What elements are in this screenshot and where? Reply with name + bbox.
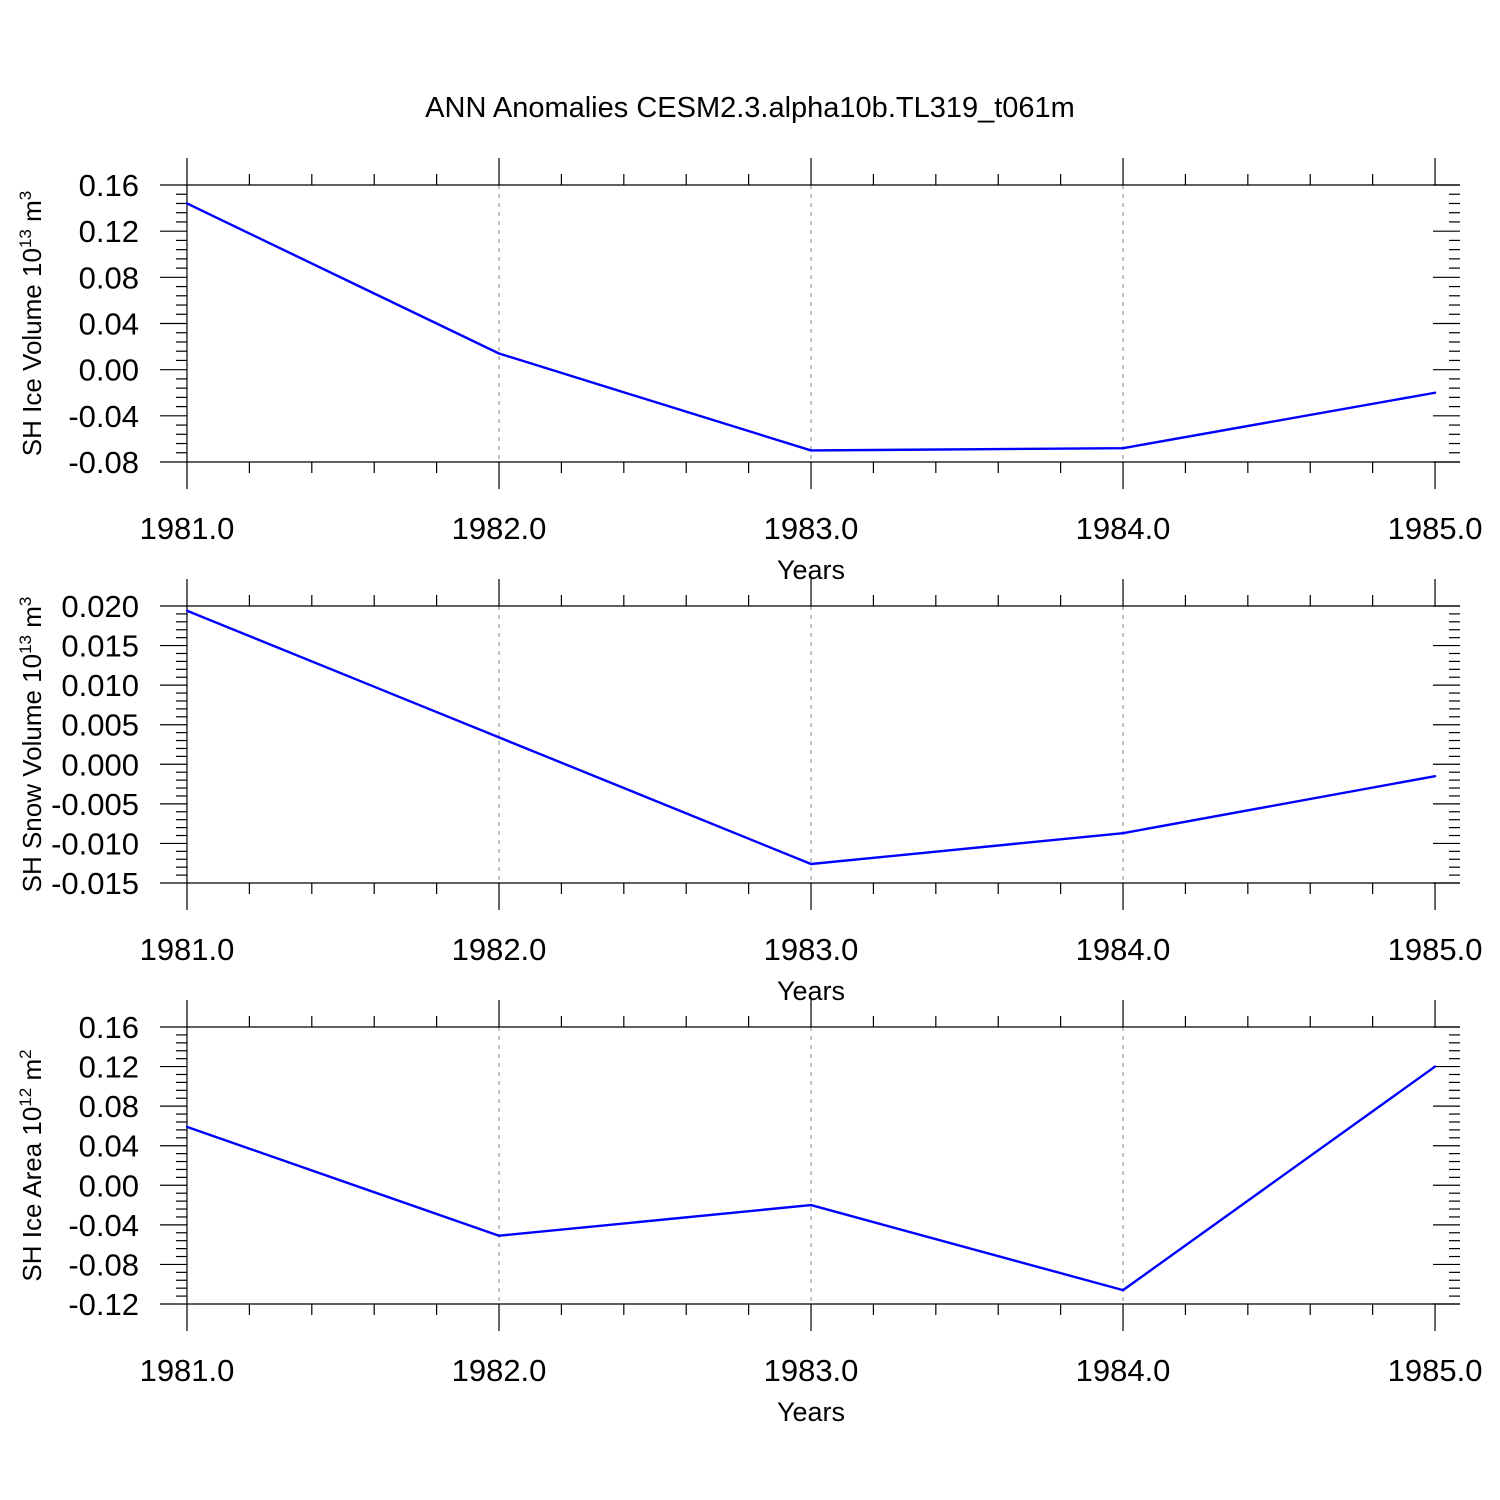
x-tick-label: 1983.0 — [764, 511, 859, 546]
data-point — [1433, 774, 1437, 778]
ice-area-panel: 0.16 0.12 0.08 0.04 0.00 -0.04 -0.08 -0.121981.… — [16, 1000, 1482, 1427]
y-tick-label: 0.16 — [79, 1010, 139, 1045]
y-tick-label: -0.005 — [51, 787, 139, 822]
y-tick-label: 0.010 — [61, 668, 139, 703]
y-tick-label: 0.12 — [79, 1050, 139, 1085]
y-tick-label: 0.005 — [61, 708, 139, 743]
y-tick-label: 0.015 — [61, 629, 139, 664]
x-tick-label: 1982.0 — [452, 1353, 547, 1388]
y-tick-label: 0.04 — [79, 307, 139, 342]
figure-title: ANN Anomalies CESM2.3.alpha10b.TL319_t06… — [425, 92, 1075, 124]
x-tick-label: 1985.0 — [1388, 1353, 1483, 1388]
x-tick-label: 1985.0 — [1388, 932, 1483, 967]
y-tick-label: 0.16 — [79, 168, 139, 203]
y-tick-label: -0.08 — [68, 1247, 139, 1282]
y-axis-label: SH Ice Area 1012 m2 — [16, 1049, 47, 1281]
x-tick-label: 1984.0 — [1076, 1353, 1171, 1388]
x-tick-label: 1981.0 — [140, 511, 235, 546]
y-axis-label: SH Ice Volume 1013 m3 — [16, 191, 47, 456]
x-tick-label: 1984.0 — [1076, 511, 1171, 546]
y-tick-label: -0.04 — [68, 1208, 139, 1243]
y-tick-label: 0.020 — [61, 589, 139, 624]
y-tick-label: -0.010 — [51, 826, 139, 861]
snow-volume-panel: 0.020 0.015 0.010 0.005 0.000 -0.005 -0.010 -0.… — [16, 579, 1482, 1006]
y-tick-label: -0.12 — [68, 1287, 139, 1322]
y-tick-label: 0.000 — [61, 747, 139, 782]
data-point — [1121, 831, 1125, 835]
y-tick-label: 0.00 — [79, 353, 139, 388]
data-point — [185, 202, 189, 205]
x-tick-label: 1985.0 — [1388, 511, 1483, 546]
x-tick-label: 1981.0 — [140, 1353, 235, 1388]
y-tick-label: 0.04 — [79, 1129, 139, 1164]
data-point — [1433, 1065, 1437, 1068]
data-point — [809, 449, 813, 452]
data-point — [809, 1203, 813, 1207]
data-point — [497, 352, 501, 355]
y-tick-label: -0.04 — [68, 399, 139, 434]
data-point — [497, 736, 501, 739]
x-tick-label: 1982.0 — [452, 932, 547, 967]
data-point — [1121, 446, 1125, 450]
x-tick-label: 1981.0 — [140, 932, 235, 967]
x-axis-label: Years — [777, 1397, 845, 1427]
y-tick-label: 0.08 — [79, 1089, 139, 1124]
x-tick-label: 1982.0 — [452, 511, 547, 546]
data-point — [185, 609, 189, 612]
data-point — [1121, 1288, 1125, 1292]
series-line — [186, 609, 1436, 866]
y-tick-label: 0.12 — [79, 214, 139, 249]
data-point — [809, 862, 813, 866]
x-tick-label: 1983.0 — [764, 932, 859, 967]
y-tick-label: -0.015 — [51, 866, 139, 901]
data-point — [1433, 391, 1437, 394]
y-tick-label: 0.00 — [79, 1168, 139, 1203]
data-point — [497, 1234, 501, 1237]
y-tick-label: -0.08 — [68, 445, 139, 480]
x-tick-label: 1984.0 — [1076, 932, 1171, 967]
x-tick-label: 1983.0 — [764, 1353, 859, 1388]
y-axis-label: SH Snow Volume 1013 m3 — [16, 597, 47, 893]
data-point — [185, 1125, 189, 1129]
y-tick-label: 0.08 — [79, 260, 139, 295]
